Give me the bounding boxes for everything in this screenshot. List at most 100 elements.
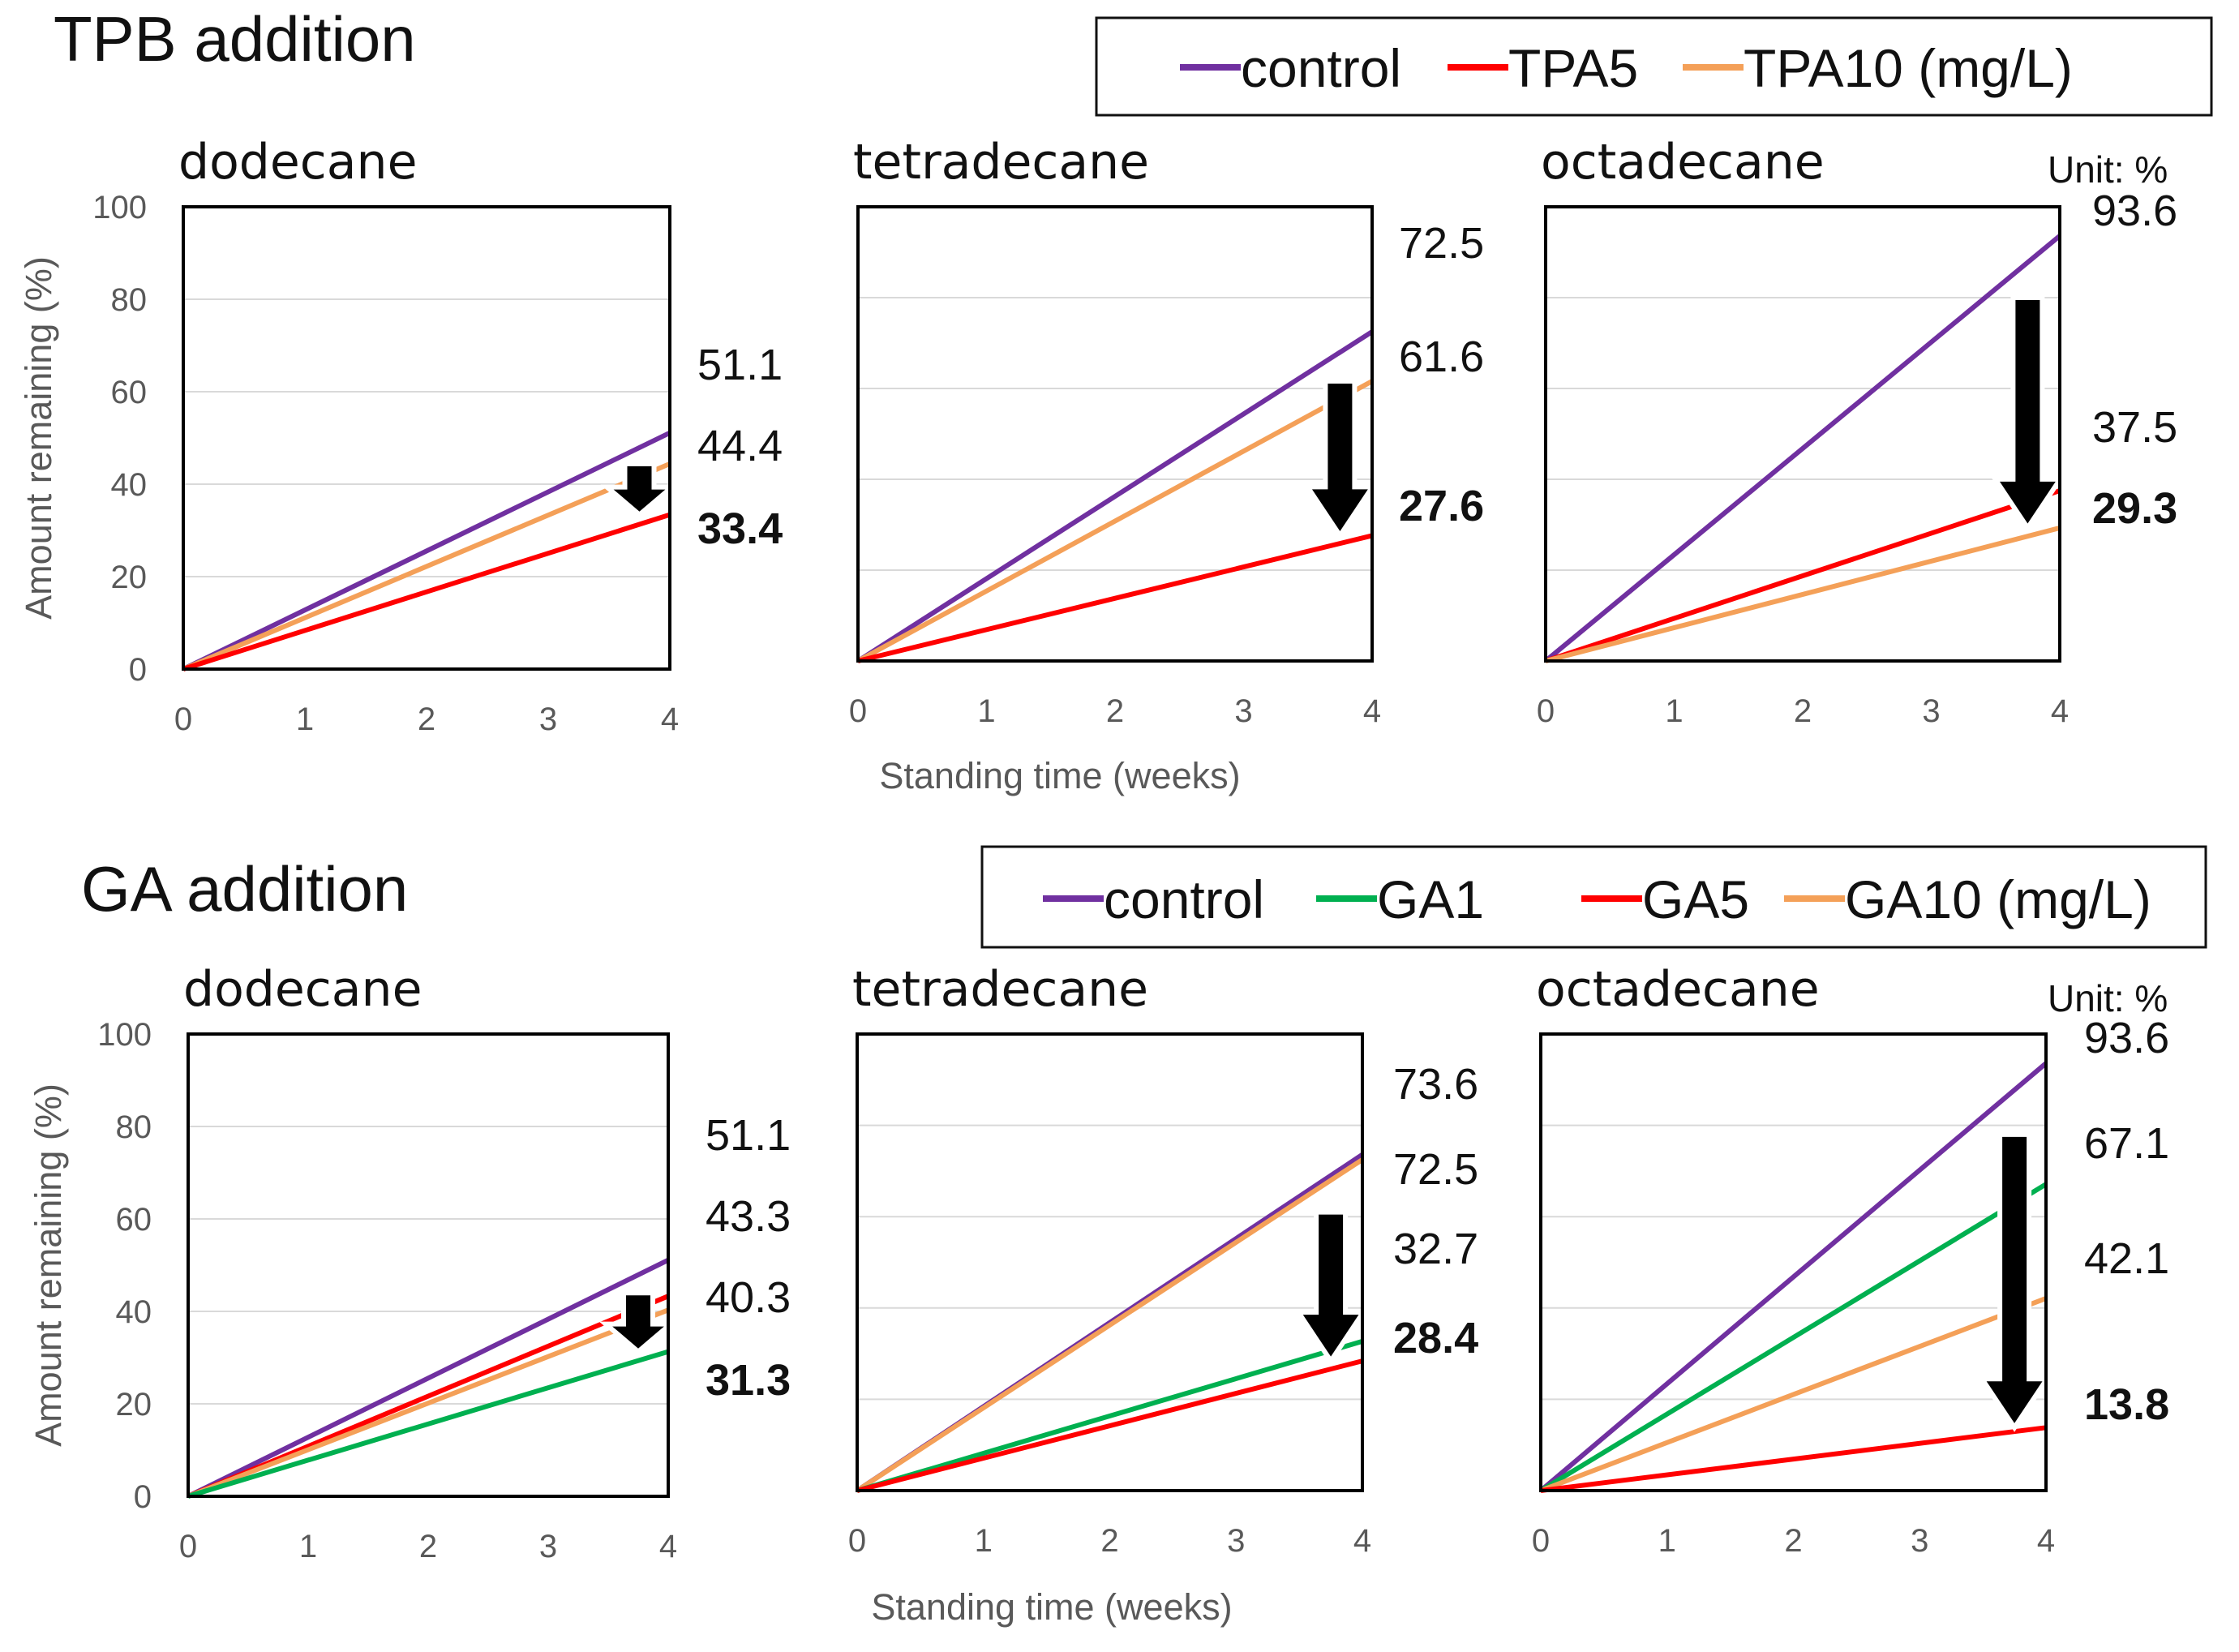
panel-title: dodecane bbox=[178, 134, 418, 191]
y-tick-label: 0 bbox=[129, 652, 147, 688]
value-label: 43.3 bbox=[706, 1192, 791, 1241]
chart-panel-2: octadecane 0 1 2 3 4 93.6 37.5 29.3 bbox=[1537, 134, 2177, 729]
y-tick-label: 60 bbox=[111, 375, 148, 410]
series-line-ga5 bbox=[856, 1358, 1363, 1493]
section-title-tpb: TPB addition bbox=[54, 3, 416, 75]
panel-title: tetradecane bbox=[852, 961, 1148, 1018]
x-tick-label: 0 bbox=[848, 1523, 866, 1559]
plot-frame bbox=[856, 1032, 1364, 1492]
series-line-ga10 bbox=[856, 1157, 1364, 1493]
section-title-ga: GA addition bbox=[81, 853, 408, 925]
x-axis-label-ga: Standing time (weeks) bbox=[871, 1586, 1232, 1628]
y-axis-label-tpb: Amount remaining (%) bbox=[18, 256, 59, 620]
x-tick-label: 1 bbox=[296, 702, 314, 737]
y-tick-label: 60 bbox=[116, 1202, 152, 1238]
decrease-arrow bbox=[600, 461, 679, 518]
value-label: 44.4 bbox=[697, 422, 783, 470]
value-label: 67.1 bbox=[2084, 1119, 2169, 1168]
x-tick-label: 1 bbox=[1665, 693, 1683, 729]
series-line-tpa10 bbox=[1545, 526, 2061, 663]
value-label: 28.4 bbox=[1393, 1314, 1478, 1362]
x-tick-label: 4 bbox=[1363, 693, 1381, 729]
value-label: 73.6 bbox=[1393, 1060, 1478, 1109]
y-axis-label-ga: Amount remaining (%) bbox=[28, 1083, 69, 1447]
y-tick-label: 40 bbox=[116, 1294, 152, 1330]
panel-title: octadecane bbox=[1541, 134, 1825, 191]
value-label: 33.4 bbox=[697, 504, 783, 553]
x-tick-label: 4 bbox=[2037, 1523, 2055, 1559]
x-tick-label: 0 bbox=[174, 702, 192, 737]
legend-ga: control GA1 GA5 GA10 (mg/L) bbox=[980, 845, 2207, 949]
x-tick-label: 3 bbox=[1922, 693, 1940, 729]
x-tick-label: 2 bbox=[1794, 693, 1812, 729]
decrease-arrow bbox=[1977, 1131, 2052, 1432]
series-line-tpa10 bbox=[182, 461, 671, 672]
y-tick-label: 40 bbox=[111, 467, 148, 503]
series-line-ga10 bbox=[1539, 1296, 2048, 1493]
series-line-ga5 bbox=[1540, 1425, 2047, 1493]
value-label: 51.1 bbox=[697, 341, 783, 389]
x-tick-label: 3 bbox=[1227, 1523, 1245, 1559]
y-tick-label: 20 bbox=[111, 560, 148, 595]
value-label: 93.6 bbox=[2084, 1014, 2169, 1062]
x-tick-label: 0 bbox=[1537, 693, 1555, 729]
series-line-tpa5 bbox=[857, 533, 1373, 663]
series-line-ga1 bbox=[187, 1349, 669, 1499]
x-tick-label: 0 bbox=[1532, 1523, 1550, 1559]
series-line-control bbox=[187, 1258, 670, 1499]
value-label: 40.3 bbox=[706, 1273, 791, 1322]
x-axis-label-tpb: Standing time (weeks) bbox=[879, 755, 1240, 796]
value-label: 42.1 bbox=[2084, 1234, 2169, 1283]
value-label: 32.7 bbox=[1393, 1225, 1478, 1273]
x-tick-label: 0 bbox=[849, 693, 867, 729]
value-label: 13.8 bbox=[2084, 1380, 2169, 1429]
x-tick-label: 1 bbox=[299, 1529, 317, 1564]
x-tick-label: 1 bbox=[977, 693, 995, 729]
series-line-control bbox=[856, 329, 1374, 663]
unit-label-tpb: Unit: % bbox=[2048, 148, 2168, 191]
x-tick-label: 3 bbox=[1911, 1523, 1928, 1559]
series-line-ga1 bbox=[1539, 1182, 2048, 1493]
value-label: 27.6 bbox=[1399, 482, 1484, 530]
plot-frame bbox=[187, 1032, 670, 1498]
legend-label: GA10 (mg/L) bbox=[1845, 869, 2151, 929]
plot-frame bbox=[1544, 205, 2061, 663]
series-line-control bbox=[1544, 234, 2061, 663]
panel-title: octadecane bbox=[1536, 961, 1820, 1018]
x-tick-label: 3 bbox=[1234, 693, 1252, 729]
decrease-arrow bbox=[1302, 379, 1378, 540]
x-tick-label: 2 bbox=[419, 1529, 437, 1564]
legend-label: control bbox=[1241, 38, 1401, 98]
plot-frame bbox=[1539, 1032, 2048, 1492]
series-line-tpa5 bbox=[1545, 488, 2061, 663]
series-line-control bbox=[1539, 1061, 2048, 1493]
y-tick-label: 80 bbox=[116, 1109, 152, 1145]
series-line-control bbox=[182, 431, 671, 672]
y-tick-label: 0 bbox=[134, 1479, 152, 1515]
plot-frame bbox=[182, 205, 671, 671]
x-tick-label: 3 bbox=[539, 1529, 557, 1564]
x-tick-label: 4 bbox=[661, 702, 679, 737]
decrease-arrow bbox=[1990, 295, 2065, 533]
chart-panel-1: tetradecane 0 1 2 3 4 72.5 61.6 27.6 bbox=[849, 134, 1484, 729]
chart-panel-4: tetradecane 0 1 2 3 4 73.6 72.5 32.7 28.4 bbox=[848, 961, 1478, 1559]
x-tick-label: 3 bbox=[539, 702, 557, 737]
value-label: 31.3 bbox=[706, 1356, 791, 1405]
panel-title: tetradecane bbox=[853, 134, 1149, 191]
x-tick-label: 2 bbox=[1784, 1523, 1802, 1559]
value-label: 29.3 bbox=[2092, 484, 2177, 533]
legend-label: control bbox=[1104, 869, 1264, 929]
unit-label-ga: Unit: % bbox=[2048, 977, 2168, 1019]
series-line-tpa5 bbox=[182, 512, 671, 672]
legend-tpb: control TPA5 TPA10 (mg/L) bbox=[1095, 16, 2213, 117]
x-tick-label: 4 bbox=[659, 1529, 677, 1564]
value-label: 51.1 bbox=[706, 1111, 791, 1160]
x-tick-label: 4 bbox=[2051, 693, 2069, 729]
y-tick-label: 100 bbox=[92, 190, 147, 225]
x-tick-label: 2 bbox=[1106, 693, 1124, 729]
y-tick-label: 20 bbox=[116, 1387, 152, 1422]
x-tick-label: 1 bbox=[1658, 1523, 1676, 1559]
legend-label: GA5 bbox=[1642, 869, 1749, 929]
